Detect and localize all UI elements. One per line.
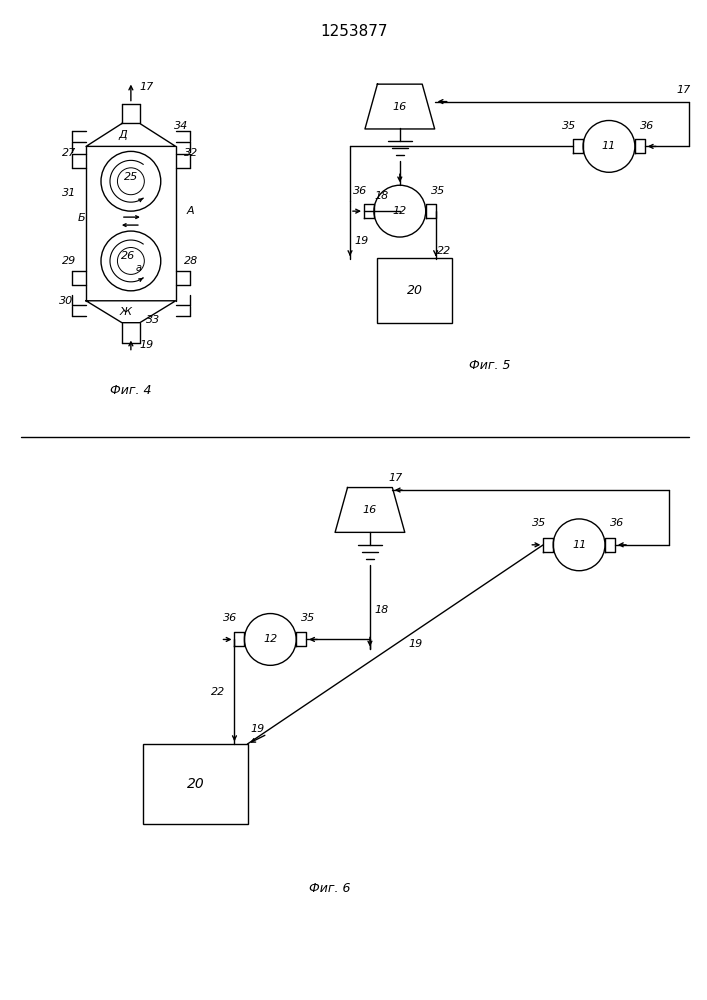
Text: 17: 17 xyxy=(140,82,154,92)
Text: 30: 30 xyxy=(59,296,74,306)
Text: Фиг. 5: Фиг. 5 xyxy=(469,359,510,372)
Text: 20: 20 xyxy=(187,777,204,791)
Text: 36: 36 xyxy=(640,121,654,131)
Text: 19: 19 xyxy=(355,236,369,246)
Text: Фиг. 4: Фиг. 4 xyxy=(110,384,151,397)
Text: 16: 16 xyxy=(392,102,407,112)
Text: 31: 31 xyxy=(62,188,76,198)
Text: 29: 29 xyxy=(62,256,76,266)
Text: 35: 35 xyxy=(431,186,445,196)
Text: 27: 27 xyxy=(62,148,76,158)
Text: 35: 35 xyxy=(532,518,547,528)
Text: 36: 36 xyxy=(610,518,624,528)
Text: 18: 18 xyxy=(375,605,389,615)
Text: 35: 35 xyxy=(562,121,576,131)
Text: Б: Б xyxy=(77,213,85,223)
Text: 19: 19 xyxy=(250,724,264,734)
Text: 22: 22 xyxy=(436,246,451,256)
Text: 32: 32 xyxy=(184,148,198,158)
Text: 35: 35 xyxy=(301,613,315,623)
Text: 25: 25 xyxy=(124,172,138,182)
Text: 33: 33 xyxy=(146,315,160,325)
Text: Ж: Ж xyxy=(120,307,132,317)
Bar xyxy=(144,744,248,824)
Text: Фиг. 6: Фиг. 6 xyxy=(310,882,351,895)
Text: 36: 36 xyxy=(353,186,367,196)
Text: 16: 16 xyxy=(363,505,377,515)
Text: Д: Д xyxy=(119,130,127,140)
Text: 17: 17 xyxy=(677,85,691,95)
Text: а: а xyxy=(136,263,142,273)
Text: 36: 36 xyxy=(223,613,238,623)
Text: 19: 19 xyxy=(408,639,422,649)
Text: 20: 20 xyxy=(407,284,423,297)
Text: 11: 11 xyxy=(572,540,586,550)
Text: 12: 12 xyxy=(392,206,407,216)
Text: 34: 34 xyxy=(173,121,188,131)
Text: 1253877: 1253877 xyxy=(320,24,387,39)
Text: 17: 17 xyxy=(389,473,403,483)
Text: 12: 12 xyxy=(263,634,277,644)
Bar xyxy=(378,258,452,323)
Text: 18: 18 xyxy=(375,191,389,201)
Text: 11: 11 xyxy=(602,141,616,151)
Text: 26: 26 xyxy=(121,251,135,261)
Text: 19: 19 xyxy=(140,340,154,350)
Text: 28: 28 xyxy=(184,256,198,266)
Text: 22: 22 xyxy=(211,687,226,697)
Text: А: А xyxy=(187,206,194,216)
